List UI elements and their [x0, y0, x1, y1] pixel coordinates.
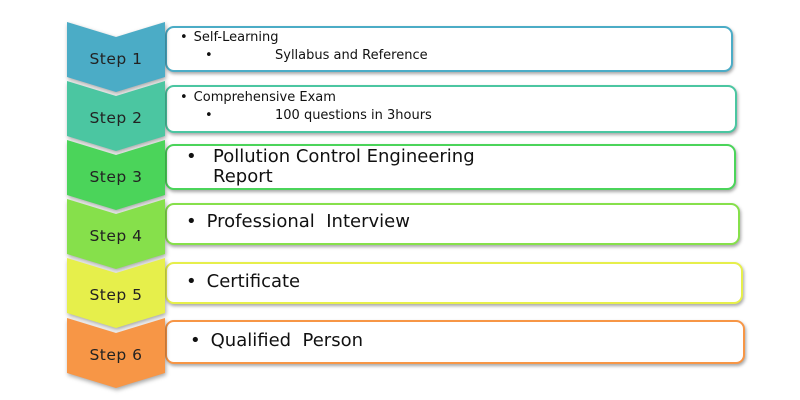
bullet-icon: • — [180, 90, 188, 105]
step-2-chevron — [67, 81, 165, 151]
step-2-label: Step 2 — [89, 109, 143, 127]
step-5-label: Step 5 — [89, 286, 143, 304]
step-1-label: Step 1 — [89, 50, 143, 68]
step-1-item-2-text: Syllabus and Reference — [275, 48, 428, 63]
step-4-box — [165, 203, 740, 245]
bullet-icon: • — [186, 211, 197, 232]
step-3-item-1-line-2: Report — [213, 166, 273, 187]
step-5-box — [165, 262, 743, 304]
step-1-item-1-text: Self-Learning — [193, 30, 279, 45]
step-4-label: Step 4 — [89, 227, 143, 245]
step-4-chevron — [67, 199, 165, 269]
step-4-item-1-text: Professional Interview — [206, 211, 410, 232]
step-3-item-1-line-1: Pollution Control Engineering — [213, 146, 475, 167]
bullet-icon: • — [205, 108, 213, 123]
step-3-chevron — [67, 140, 165, 210]
step-6-item-1: • Qualified Person — [190, 330, 363, 351]
step-5-chevron-shape — [67, 258, 165, 328]
step-4-chevron-shape — [67, 199, 165, 269]
step-6-item-1-text: Qualified Person — [210, 330, 364, 351]
step-1-chevron-shape — [67, 22, 165, 92]
step-3-item-1: • Pollution Control Engineering Report — [186, 146, 646, 190]
bullet-icon: • — [186, 271, 197, 292]
step-5-item-1: • Certificate — [186, 271, 300, 292]
step-2-item-2: • 100 questions in 3hours — [205, 108, 545, 126]
step-3-label: Step 3 — [89, 168, 143, 186]
bullet-icon: • — [190, 330, 201, 351]
bullet-icon: • — [186, 146, 197, 167]
step-3-chevron-shape — [67, 140, 165, 210]
step-6-chevron-shape — [67, 318, 165, 388]
bullet-icon: • — [180, 30, 188, 45]
step-4-item-1: • Professional Interview — [186, 211, 410, 232]
step-6-chevron — [67, 318, 165, 388]
step-5-chevron — [67, 258, 165, 328]
step-1-item-1: • Self-Learning — [180, 30, 279, 45]
step-1-box — [165, 26, 733, 72]
step-5-item-1-text: Certificate — [206, 271, 301, 292]
step-1-item-2: • Syllabus and Reference — [205, 48, 545, 66]
step-3-box — [165, 144, 736, 190]
step-2-item-2-text: 100 questions in 3hours — [275, 108, 432, 123]
step-2-item-1-text: Comprehensive Exam — [193, 90, 336, 105]
bullet-icon: • — [205, 48, 213, 63]
step-2-box — [165, 85, 737, 133]
step-1-chevron — [67, 22, 165, 92]
step-2-chevron-shape — [67, 81, 165, 151]
step-6-label: Step 6 — [89, 346, 143, 364]
step-6-box — [165, 320, 745, 364]
step-2-item-1: • Comprehensive Exam — [180, 90, 336, 105]
